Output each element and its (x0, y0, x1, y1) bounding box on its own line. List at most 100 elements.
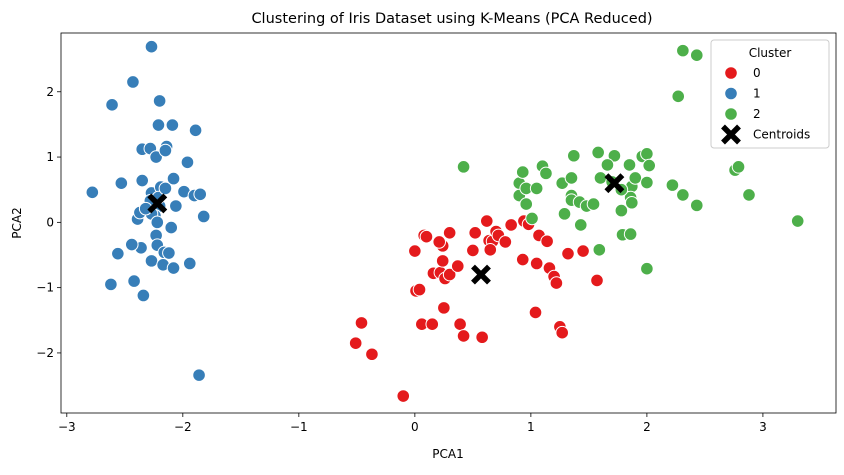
centroid-marker-0 (147, 193, 168, 214)
point-cluster-0-0 (396, 389, 411, 403)
point-cluster-2-17 (591, 145, 605, 160)
legend-label-0: 0 (753, 66, 761, 80)
point-cluster-1-10 (149, 150, 163, 164)
x-tick-label-0: −3 (58, 420, 76, 434)
point-cluster-2-2 (515, 165, 530, 179)
point-cluster-1-28 (150, 215, 165, 230)
y-tick-label-2: 0 (46, 215, 54, 229)
y-tick-label-3: 1 (46, 150, 54, 164)
point-cluster-1-11 (158, 143, 173, 158)
point-cluster-0-16 (435, 254, 450, 268)
x-axis-label: PCA1 (432, 447, 463, 461)
point-cluster-2-29 (628, 171, 643, 185)
point-cluster-1-33 (162, 246, 176, 260)
legend-marker-0 (724, 66, 738, 80)
point-cluster-1-35 (144, 254, 159, 268)
chart-title: Clustering of Iris Dataset using K-Means… (251, 11, 652, 27)
legend-label-3: Centroids (753, 128, 810, 142)
point-cluster-1-23 (169, 199, 183, 213)
point-cluster-0-47 (576, 244, 590, 258)
point-cluster-2-21 (607, 148, 622, 163)
point-cluster-2-0 (456, 160, 471, 174)
x-tick-label-6: 3 (759, 420, 767, 434)
point-cluster-0-21 (453, 317, 467, 332)
point-cluster-0-31 (483, 242, 498, 257)
point-cluster-0-34 (515, 252, 530, 267)
point-cluster-1-38 (182, 256, 197, 271)
point-cluster-0-24 (468, 225, 482, 240)
point-cluster-0-45 (555, 325, 570, 340)
point-cluster-2-43 (742, 188, 756, 202)
point-cluster-1-46 (164, 220, 179, 235)
point-cluster-2-11 (567, 148, 581, 163)
y-tick-label-4: 2 (46, 85, 54, 99)
y-axis-label: PCA2 (10, 207, 24, 238)
point-cluster-2-33 (640, 261, 654, 276)
point-cluster-0-18 (432, 235, 447, 249)
point-cluster-2-16 (586, 197, 601, 211)
point-cluster-2-34 (642, 158, 657, 173)
point-cluster-2-47 (573, 218, 588, 232)
point-cluster-0-6 (408, 244, 422, 258)
point-cluster-1-13 (114, 176, 129, 190)
point-cluster-1-34 (111, 246, 125, 261)
point-cluster-0-5 (412, 282, 427, 297)
point-cluster-1-16 (85, 185, 100, 200)
x-axis-ticks: −3 −2 −1 0 1 2 3 (58, 413, 767, 434)
point-cluster-0-26 (479, 214, 494, 228)
point-cluster-0-46 (561, 246, 575, 261)
point-cluster-1-12 (180, 155, 195, 170)
point-cluster-1-2 (105, 98, 119, 112)
point-cluster-0-32 (498, 235, 513, 249)
legend-label-1: 1 (753, 87, 761, 101)
point-cluster-0-15 (442, 267, 457, 282)
point-cluster-1-21 (193, 187, 208, 202)
point-cluster-2-24 (623, 227, 638, 241)
legend-box (710, 39, 830, 149)
legend-marker-1 (724, 86, 738, 101)
centroid-marker-2 (604, 173, 625, 194)
legend-title: Cluster (749, 46, 792, 60)
point-cluster-2-19 (592, 242, 607, 257)
point-cluster-1-4 (151, 118, 166, 132)
x-tick-label-2: −1 (290, 420, 308, 434)
y-axis-ticks: −2 −1 0 1 2 (36, 85, 61, 360)
point-cluster-1-41 (136, 288, 151, 303)
point-cluster-1-5 (165, 118, 180, 132)
point-cluster-0-25 (475, 330, 489, 345)
point-cluster-0-11 (437, 301, 451, 315)
point-cluster-1-1 (126, 75, 140, 89)
point-cluster-2-39 (689, 48, 704, 63)
x-tick-label-4: 1 (527, 420, 535, 434)
point-cluster-0-19 (442, 225, 457, 240)
point-cluster-1-48 (158, 181, 173, 196)
y-tick-label-0: −2 (36, 346, 54, 360)
point-cluster-2-42 (731, 160, 746, 174)
point-cluster-2-4 (519, 197, 534, 211)
point-cluster-2-18 (593, 171, 608, 185)
point-cluster-1-27 (196, 209, 211, 224)
point-cluster-1-14 (135, 173, 150, 188)
point-cluster-1-43 (124, 237, 139, 252)
point-cluster-0-23 (466, 243, 480, 258)
x-tick-label-3: 0 (411, 420, 419, 434)
point-cluster-2-32 (640, 175, 654, 190)
point-cluster-2-7 (529, 181, 544, 196)
plot-area-frame (60, 32, 837, 414)
point-cluster-0-8 (419, 229, 434, 244)
point-cluster-2-6 (525, 211, 539, 226)
point-cluster-2-25 (622, 158, 637, 172)
point-cluster-2-45 (557, 207, 572, 221)
point-cluster-2-28 (625, 195, 639, 210)
point-cluster-0-3 (354, 316, 369, 330)
point-cluster-2-37 (676, 43, 690, 58)
point-cluster-0-1 (365, 347, 379, 362)
point-cluster-2-31 (640, 146, 654, 161)
point-cluster-0-40 (540, 234, 554, 249)
point-cluster-0-10 (425, 317, 440, 332)
point-cluster-1-0 (144, 39, 159, 54)
point-cluster-1-42 (192, 368, 206, 382)
points-layer (85, 39, 805, 403)
point-cluster-1-3 (152, 94, 167, 108)
point-cluster-0-43 (549, 276, 564, 290)
